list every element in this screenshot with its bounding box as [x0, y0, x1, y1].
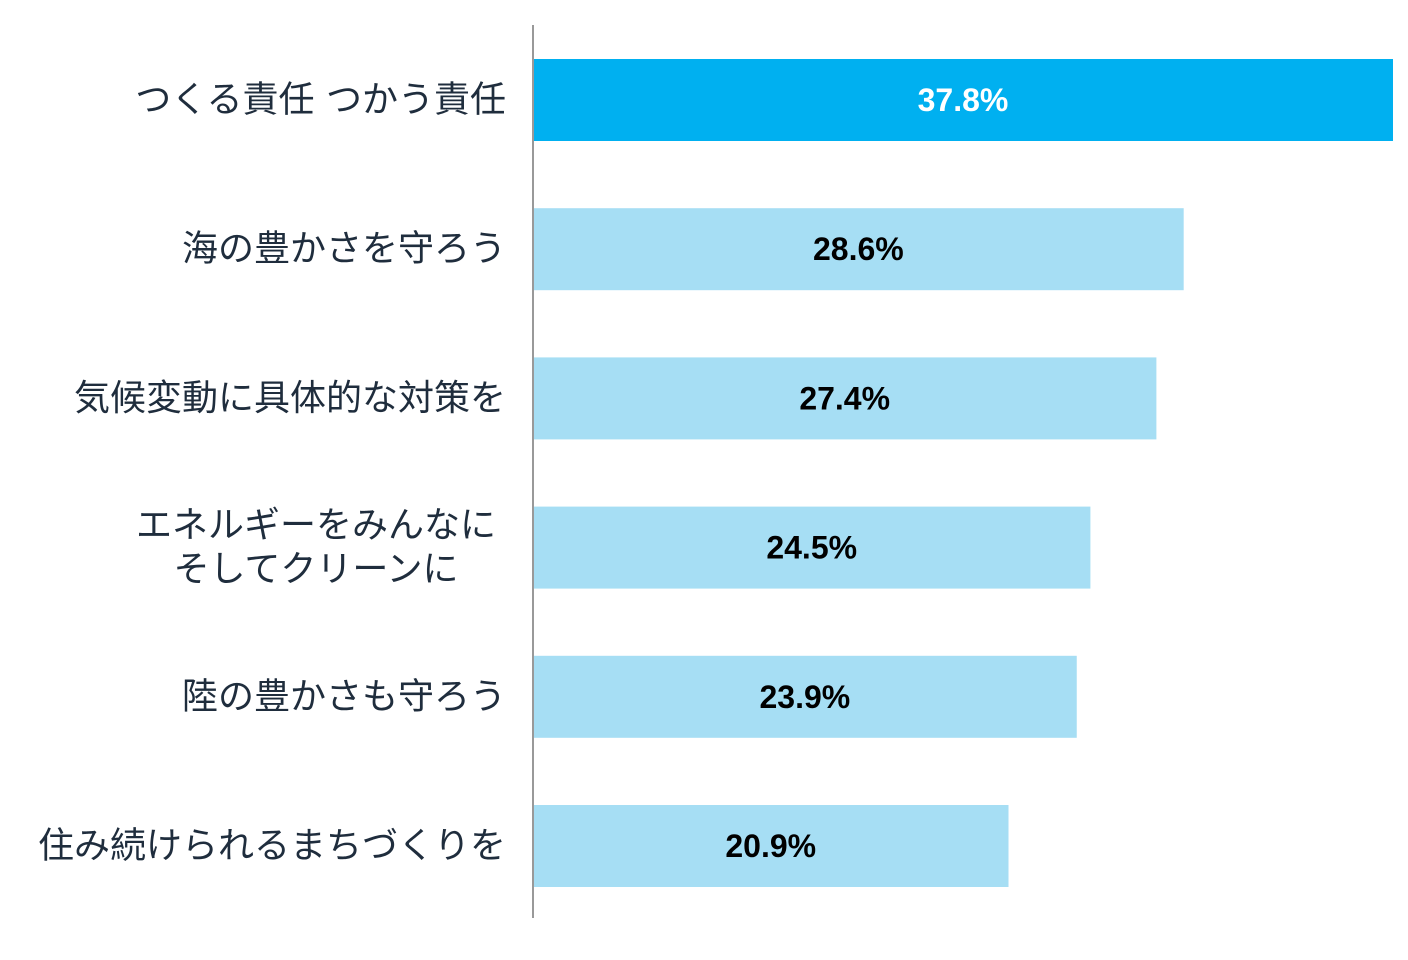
category-label-4-line-2: そしてクリーンに: [173, 549, 458, 590]
category-label-3: 気候変動に具体的な対策を: [74, 378, 506, 419]
category-label-4-line-1: エネルギーをみんなに: [136, 505, 496, 546]
value-label-3: 27.4%: [799, 380, 890, 416]
category-label-2: 海の豊かさを守ろう: [182, 229, 506, 270]
bar-2: [533, 208, 1184, 291]
bars-layer: [533, 59, 1393, 887]
value-label-1: 37.8%: [918, 82, 1009, 118]
category-label-1: つくる責任 つかう責任: [135, 80, 506, 121]
category-labels: つくる責任 つかう責任海の豊かさを守ろう気候変動に具体的な対策をエネルギーをみん…: [38, 80, 506, 867]
value-labels: 37.8% 28.6% 27.4% 24.5% 23.9% 20.9%: [725, 82, 1008, 864]
category-label-4: エネルギーをみんなにそしてクリーンに: [136, 505, 496, 590]
bar-5: [533, 655, 1077, 738]
bar-6: [533, 805, 1009, 887]
bar-4: [533, 506, 1091, 589]
value-label-2: 28.6%: [813, 231, 904, 267]
value-label-4: 24.5%: [766, 530, 857, 566]
category-label-5: 陸の豊かさも守ろう: [182, 676, 506, 717]
bar-3: [533, 357, 1157, 440]
value-label-6: 20.9%: [725, 828, 816, 864]
value-label-5: 23.9%: [760, 679, 851, 715]
category-label-6: 住み続けられるまちづくりを: [38, 826, 506, 867]
bar-1: [533, 59, 1393, 141]
